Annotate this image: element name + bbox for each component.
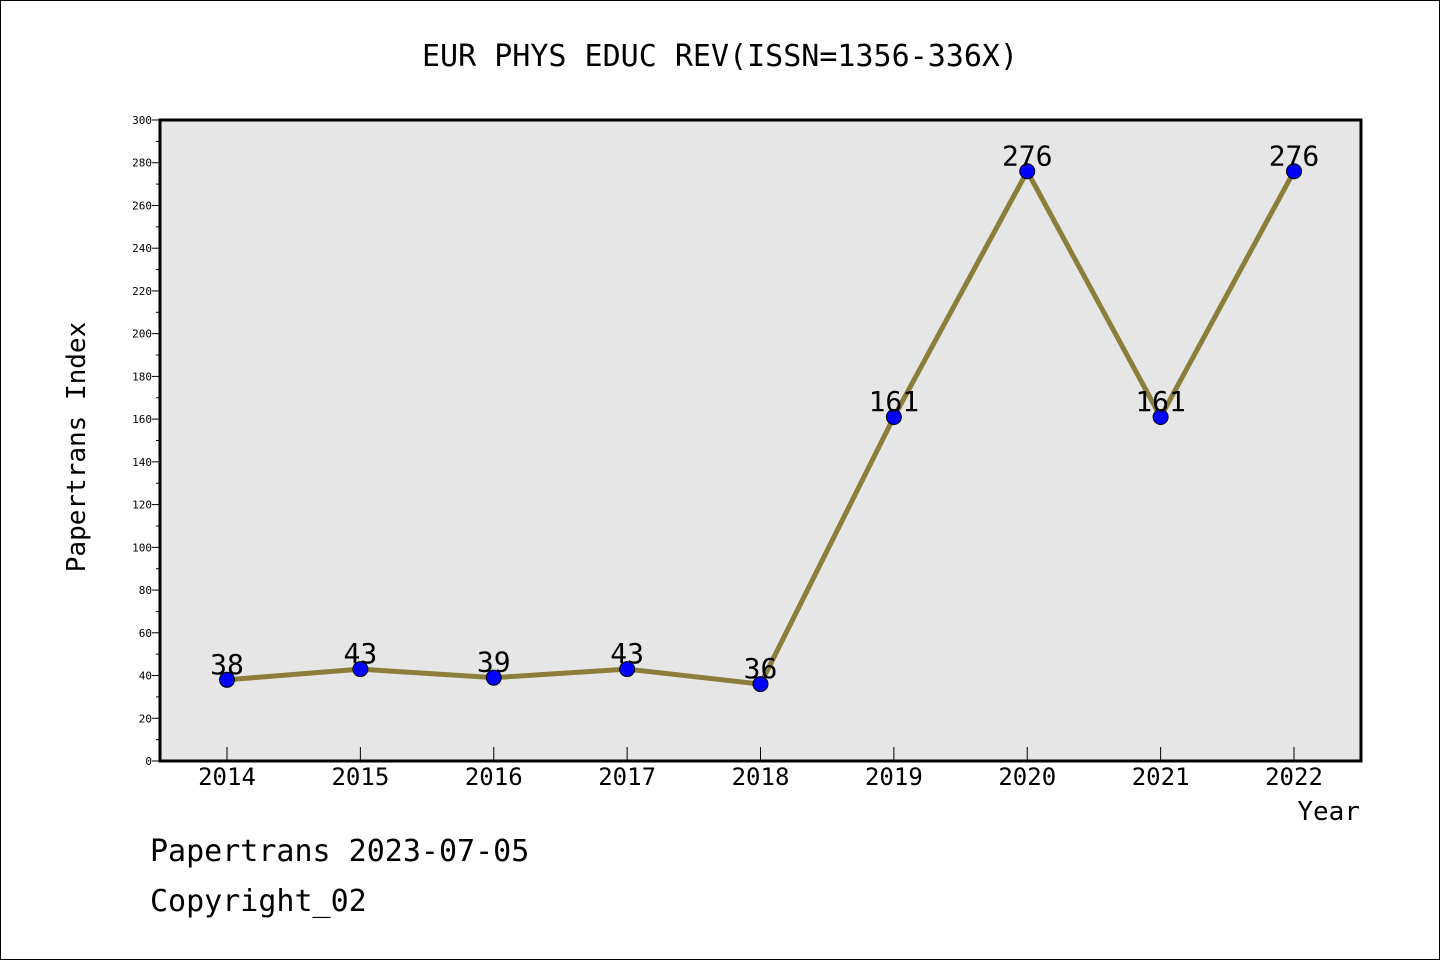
- y-tick-label: 200: [132, 328, 152, 341]
- data-label: 161: [869, 385, 920, 418]
- x-axis: 2014 2015 2016 2017 2018 2019 2020 2021 2022: [198, 747, 1323, 791]
- data-label: 39: [477, 646, 511, 679]
- y-tick-label: 260: [132, 199, 152, 212]
- x-tick-label: 2020: [998, 763, 1056, 791]
- x-axis-label: Year: [1297, 797, 1360, 827]
- data-point: [1152, 408, 1169, 425]
- x-tick-label: 2018: [732, 763, 790, 791]
- series-group: 38 43 39 43 36 161 276 161 276: [210, 139, 1320, 693]
- data-point: [352, 661, 369, 678]
- data-label: 43: [344, 637, 378, 670]
- data-point: [619, 661, 636, 678]
- y-tick-label: 220: [132, 285, 152, 298]
- data-point: [219, 671, 235, 688]
- y-tick-label: 300: [132, 114, 152, 127]
- data-point: [885, 408, 902, 425]
- data-label: 36: [744, 652, 778, 685]
- data-label: 43: [610, 637, 644, 670]
- x-tick-label: 2021: [1132, 763, 1190, 791]
- x-tick-label: 2015: [331, 763, 389, 791]
- y-tick-label: 40: [139, 670, 152, 683]
- y-tick-label: 140: [132, 456, 152, 469]
- data-label: 276: [1002, 139, 1053, 172]
- data-point: [752, 676, 769, 693]
- footer-copyright: Copyright_02: [150, 884, 367, 919]
- y-tick-label: 240: [132, 242, 152, 255]
- y-tick-label: 160: [132, 413, 152, 426]
- x-tick-label: 2022: [1265, 763, 1323, 791]
- y-axis-label: Papertrans Index: [62, 322, 92, 572]
- x-tick-label: 2017: [598, 763, 656, 791]
- x-tick-label: 2016: [465, 763, 523, 791]
- y-tick-label: 60: [139, 627, 152, 640]
- y-axis: 0 20 40 60 80 100 120 140 160 180 200 220 240 260 280 3…: [132, 114, 160, 768]
- data-label: 38: [210, 648, 244, 681]
- y-tick-label: 280: [132, 157, 152, 170]
- data-label: 276: [1269, 139, 1320, 172]
- y-tick-label: 20: [139, 712, 152, 725]
- data-point: [1286, 163, 1302, 180]
- y-tick-label: 80: [139, 584, 152, 597]
- x-tick-label: 2019: [865, 763, 923, 791]
- y-tick-label: 100: [132, 541, 152, 554]
- data-label: 161: [1135, 385, 1186, 418]
- plot-area: [158, 118, 1363, 763]
- y-tick-label: 180: [132, 370, 152, 383]
- x-tick-label: 2014: [198, 763, 256, 791]
- y-tick-label: 0: [145, 755, 152, 768]
- data-point: [485, 669, 502, 686]
- footer-date: Papertrans 2023-07-05: [150, 834, 530, 869]
- y-tick-label: 120: [132, 499, 152, 512]
- chart-title: EUR PHYS EDUC REV(ISSN=1356-336X): [422, 39, 1018, 74]
- data-point: [1019, 163, 1036, 180]
